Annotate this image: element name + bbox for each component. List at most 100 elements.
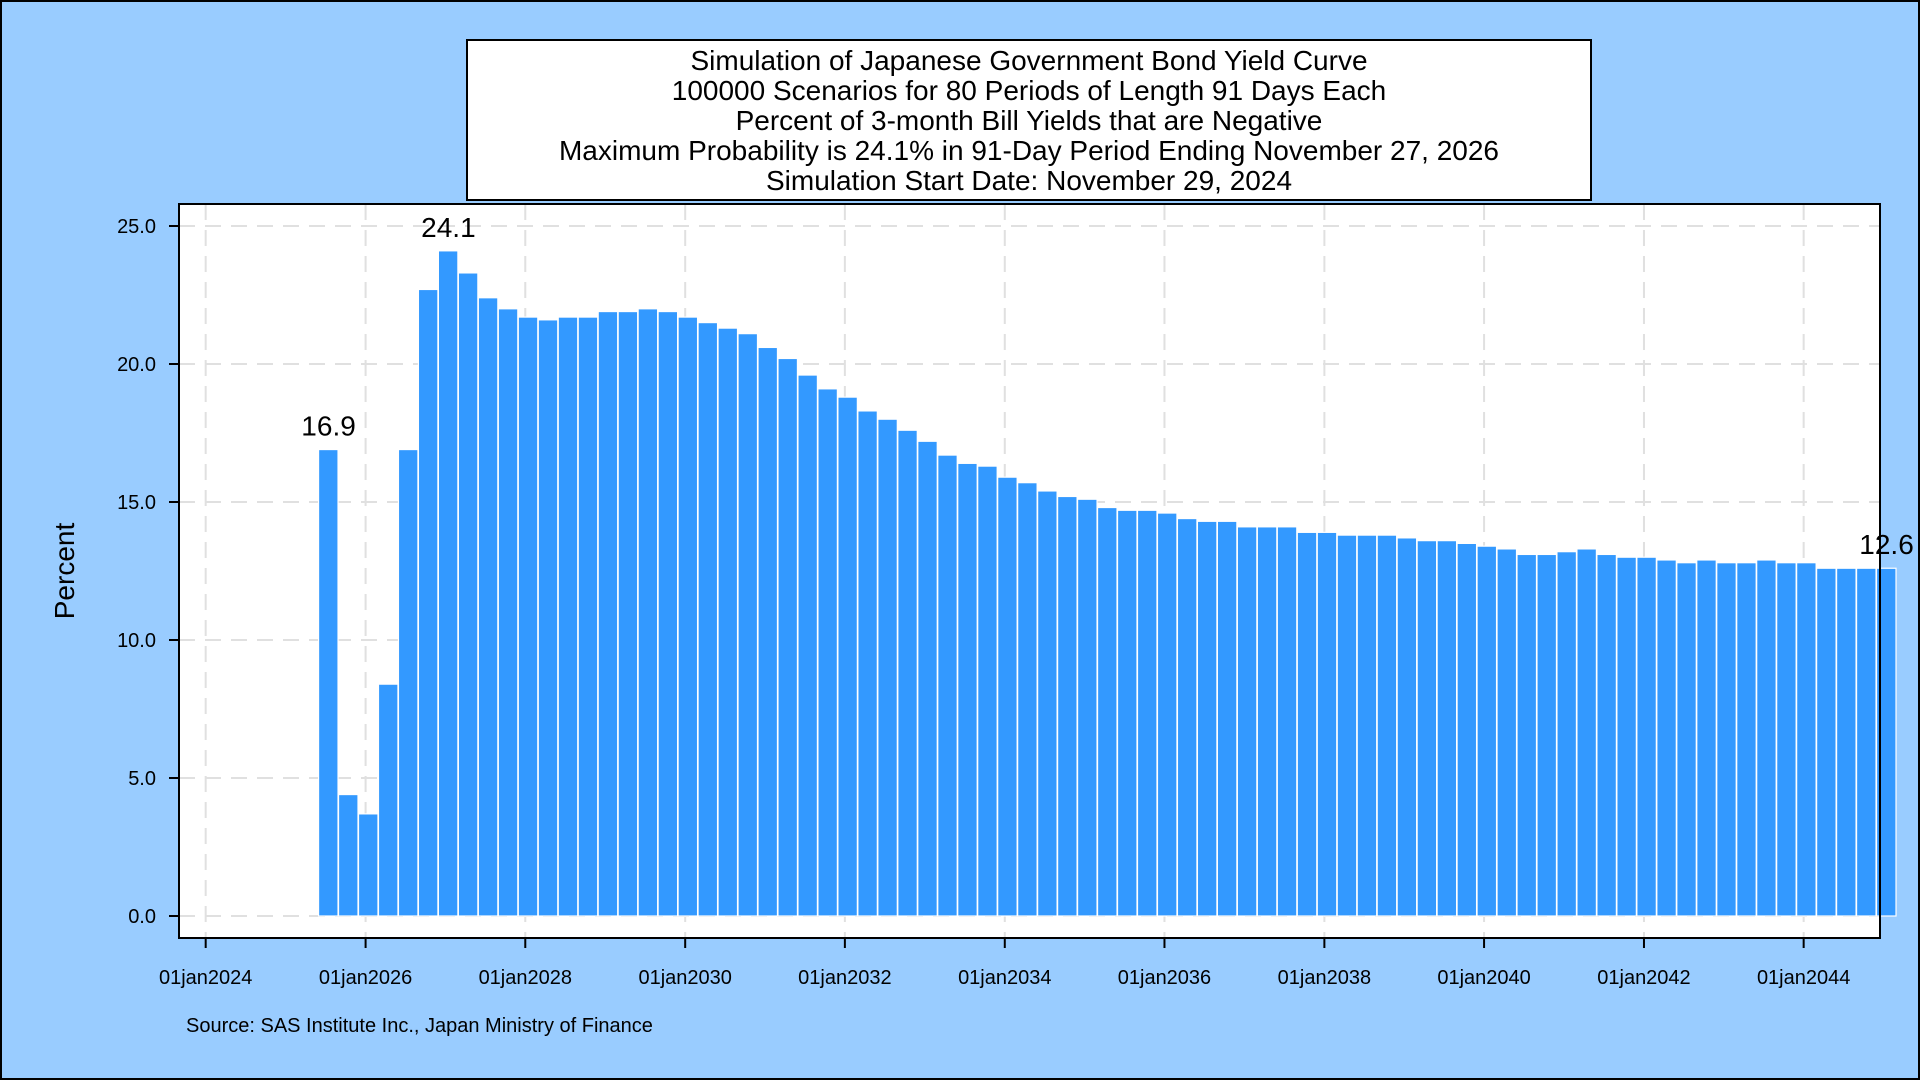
bar: [1116, 509, 1138, 917]
bar: [717, 327, 739, 917]
y-tick-label: 15.0: [117, 492, 156, 514]
bar: [1276, 526, 1298, 917]
bar: [877, 418, 898, 917]
y-axis-label: Percent: [49, 523, 80, 620]
bar: [577, 316, 599, 917]
bar: [1516, 553, 1538, 917]
x-tick-label: 01jan2040: [1437, 967, 1530, 989]
bar: [1076, 498, 1098, 917]
bar: [1636, 556, 1657, 917]
bar: [1656, 559, 1677, 917]
data-label: 24.1: [421, 212, 476, 243]
bar: [1236, 526, 1258, 917]
bar: [1296, 531, 1318, 917]
bar: [1676, 562, 1697, 917]
bar: [477, 297, 499, 917]
x-tick-label: 01jan2044: [1757, 967, 1850, 989]
data-label: 16.9: [301, 411, 356, 442]
bar: [1476, 545, 1498, 917]
bar: [1816, 567, 1837, 917]
bar: [737, 333, 759, 917]
bar: [1456, 542, 1478, 917]
x-tick-label: 01jan2034: [958, 967, 1051, 989]
bar: [1136, 509, 1158, 917]
bar: [1416, 540, 1438, 917]
title-line: Simulation Start Date: November 29, 2024: [766, 165, 1292, 196]
bar: [497, 308, 519, 917]
bar: [1796, 562, 1817, 917]
bar: [357, 813, 379, 917]
bar: [1017, 482, 1038, 917]
bar: [777, 357, 799, 917]
bar: [937, 454, 958, 917]
bar: [517, 316, 539, 917]
bar: [1396, 537, 1418, 917]
bar: [397, 448, 419, 917]
data-label: 12.6: [1859, 529, 1914, 560]
bar: [1156, 512, 1178, 917]
title-line: Percent of 3-month Bill Yields that are …: [736, 105, 1323, 136]
title-line: Simulation of Japanese Government Bond Y…: [690, 45, 1367, 76]
x-tick-label: 01jan2028: [479, 967, 572, 989]
bar: [1835, 567, 1857, 917]
bar: [1196, 520, 1218, 917]
bar: [677, 316, 699, 917]
bar: [1057, 495, 1078, 917]
title-box: [466, 39, 1592, 201]
bar: [1716, 562, 1737, 917]
x-tick-label: 01jan2042: [1597, 967, 1690, 989]
bar: [1436, 540, 1458, 917]
bar: [337, 793, 359, 917]
y-tick-label: 5.0: [128, 768, 156, 790]
bar: [997, 476, 1018, 917]
bar: [1616, 556, 1637, 917]
bar: [1696, 559, 1717, 917]
chart-title: Simulation of Japanese Government Bond Y…: [559, 45, 1499, 196]
bar: [837, 396, 858, 917]
bar: [1376, 534, 1398, 917]
y-tick-label: 20.0: [117, 354, 156, 376]
bar: [897, 429, 918, 917]
bar: [1875, 567, 1897, 917]
title-line: Maximum Probability is 24.1% in 91-Day P…: [559, 135, 1499, 166]
bar: [1576, 548, 1598, 917]
bar: [797, 374, 819, 917]
bar: [637, 308, 659, 917]
plot-border: [178, 203, 1881, 939]
bar: [597, 310, 619, 917]
bar: [1176, 517, 1198, 917]
bar: [1855, 567, 1877, 917]
bar: [1536, 553, 1558, 917]
bar: [1756, 559, 1777, 917]
x-tick-label: 01jan2036: [1118, 967, 1211, 989]
bar-series: [317, 250, 1897, 917]
bar: [1336, 534, 1358, 917]
bar: [1736, 562, 1757, 917]
x-tick-label: 01jan2038: [1278, 967, 1371, 989]
bar: [1096, 506, 1118, 917]
y-tick-label: 0.0: [128, 906, 156, 928]
x-tick-label: 01jan2032: [798, 967, 891, 989]
data-labels: 16.9 24.1 12.6: [301, 212, 1913, 560]
bar: [917, 440, 938, 917]
y-tick-label: 25.0: [117, 216, 156, 238]
bar: [1216, 520, 1238, 917]
x-axis: 01jan2024 01jan2026 01jan2028 01jan2030 01ja…: [159, 938, 1850, 989]
bar: [1037, 490, 1058, 917]
bar: [957, 462, 978, 917]
bar: [657, 310, 679, 917]
bar: [557, 316, 579, 917]
bar: [1356, 534, 1378, 917]
bar: [437, 250, 459, 917]
source-note: Source: SAS Institute Inc., Japan Minist…: [186, 1015, 653, 1037]
bar: [1496, 548, 1518, 917]
bar: [1776, 562, 1797, 917]
bar: [857, 410, 878, 917]
bar: [757, 346, 779, 917]
y-tick-label: 10.0: [117, 630, 156, 652]
bar: [1596, 553, 1617, 917]
bar: [457, 272, 479, 917]
bar: [1316, 531, 1338, 917]
